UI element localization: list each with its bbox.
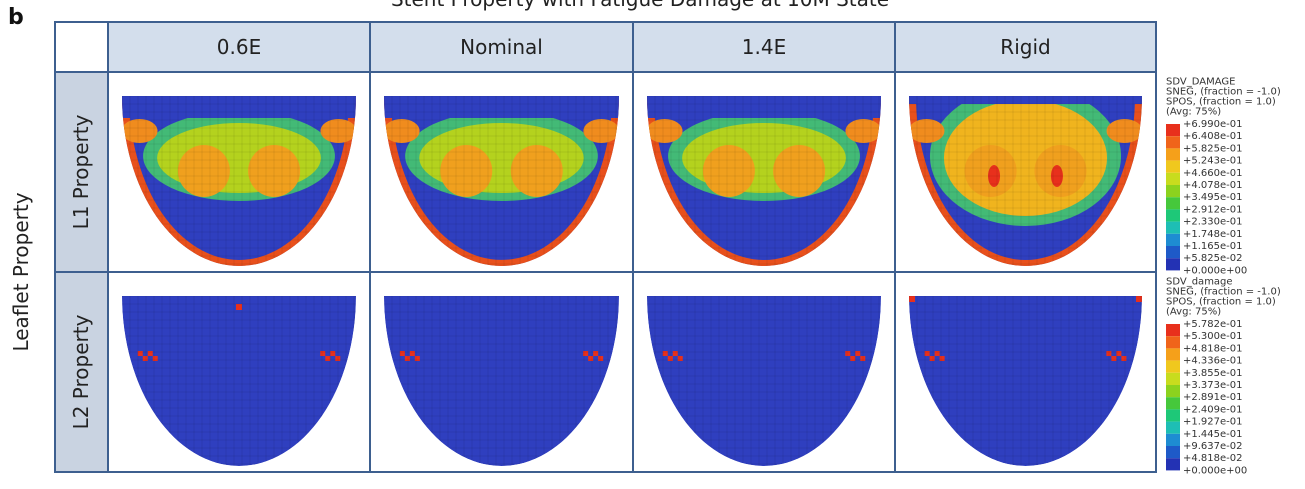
legend-swatch [1166, 361, 1180, 373]
legend-label: +1.445e-01 [1183, 429, 1243, 440]
panel-label: b [8, 5, 24, 30]
top-blue [122, 96, 356, 118]
legend-label: +6.990e-01 [1183, 119, 1243, 130]
legend-label: +0.000e+00 [1183, 265, 1247, 276]
edge-hotspot [845, 119, 881, 143]
legend-label: +9.637e-02 [1183, 441, 1243, 452]
edge-hotspot [320, 119, 356, 143]
legend-title: (Avg: 75%) [1166, 106, 1221, 117]
top-blue [909, 96, 1142, 104]
legend-swatch [1166, 258, 1180, 270]
legend-swatch [1166, 173, 1180, 185]
legend-swatch [1166, 458, 1180, 470]
legend-label: +2.330e-01 [1183, 217, 1243, 228]
legend-swatch [1166, 397, 1180, 409]
legend-swatch [1166, 185, 1180, 197]
edge-hotspot [122, 119, 158, 143]
legend-title: (Avg: 75%) [1166, 306, 1221, 317]
legend-swatch [1166, 246, 1180, 258]
legend-label: +1.927e-01 [1183, 417, 1243, 428]
legend-label: +5.782e-01 [1183, 319, 1243, 330]
edge-hotspot [384, 119, 420, 143]
figure: Stent Property with Fatigue Damage at 10… [0, 0, 1305, 489]
legend-swatch [1166, 373, 1180, 385]
legend-swatch [1166, 324, 1180, 336]
legend-label: +2.409e-01 [1183, 404, 1243, 415]
legend-swatch [1166, 197, 1180, 209]
column-header: 0.6E [217, 35, 261, 59]
damage-hotspot [178, 145, 230, 197]
corner-box [55, 22, 108, 72]
edge-hotspot [647, 119, 683, 143]
column-header: 1.4E [742, 35, 786, 59]
top-blue [647, 96, 881, 118]
row-group-label: Leaflet Property [9, 192, 33, 351]
row-header: L2 Property [69, 314, 93, 429]
legend-swatch [1166, 385, 1180, 397]
legend-swatch [1166, 434, 1180, 446]
legend-label: +4.660e-01 [1183, 168, 1243, 179]
legend-label: +3.373e-01 [1183, 380, 1243, 391]
legend-label: +4.818e-02 [1183, 453, 1243, 464]
legend-label: +1.748e-01 [1183, 229, 1243, 240]
legend-swatch [1166, 148, 1180, 160]
legend-label: +0.000e+00 [1183, 465, 1247, 476]
legend-swatch [1166, 124, 1180, 136]
legend-label: +5.825e-01 [1183, 143, 1243, 154]
edge-hotspot [1107, 119, 1143, 143]
legend-label: +1.165e-01 [1183, 241, 1243, 252]
legend-swatch [1166, 422, 1180, 434]
edge-hotspot [908, 119, 944, 143]
legend-label: +4.818e-01 [1183, 343, 1243, 354]
legend-swatch [1166, 222, 1180, 234]
legend-label: +3.495e-01 [1183, 192, 1243, 203]
legend-label: +5.300e-01 [1183, 331, 1243, 342]
legend-swatch [1166, 136, 1180, 148]
damage-element [236, 304, 242, 310]
damage-hotspot [511, 145, 563, 197]
legend-label: +6.408e-01 [1183, 131, 1243, 142]
figure-title: Stent Property with Fatigue Damage at 10… [391, 0, 889, 11]
column-header: Nominal [460, 35, 543, 59]
legend-label: +2.891e-01 [1183, 392, 1243, 403]
legend-swatch [1166, 446, 1180, 458]
legend-swatch [1166, 234, 1180, 246]
legend-label: +4.078e-01 [1183, 180, 1243, 191]
legend-label: +5.825e-02 [1183, 253, 1243, 264]
legend-label: +4.336e-01 [1183, 356, 1243, 367]
damage-element [909, 296, 915, 302]
legend-swatch [1166, 209, 1180, 221]
legend-swatch [1166, 336, 1180, 348]
legend-swatch [1166, 161, 1180, 173]
legend-label: +3.855e-01 [1183, 368, 1243, 379]
legend-swatch [1166, 348, 1180, 360]
column-header: Rigid [1000, 35, 1050, 59]
damage-hotspot [703, 145, 755, 197]
row-header: L1 Property [69, 114, 93, 229]
legend-label: +5.243e-01 [1183, 156, 1243, 167]
edge-hotspot [583, 119, 619, 143]
legend-swatch [1166, 409, 1180, 421]
legend-label: +2.912e-01 [1183, 204, 1243, 215]
